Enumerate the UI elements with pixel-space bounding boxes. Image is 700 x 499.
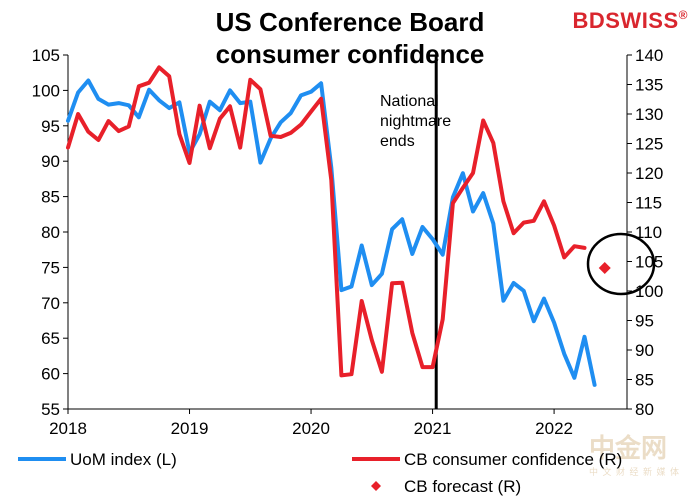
left-tick-label: 75 [41,258,60,277]
x-tick-label: 2022 [535,419,573,438]
left-tick-label: 95 [41,117,60,136]
right-tick-label: 90 [635,341,654,360]
legend-label: CB forecast (R) [404,477,521,496]
left-tick-label: 105 [32,46,60,65]
right-tick-label: 85 [635,371,654,390]
brand-part-2: SWISS [605,8,679,33]
right-tick-label: 110 [635,223,662,242]
brand-part-1: BD [572,8,606,33]
legend-label: CB consumer confidence (R) [404,450,622,469]
legend-label: UoM index (L) [70,450,177,469]
left-tick-label: 70 [41,294,60,313]
x-tick-label: 2020 [292,419,330,438]
right-tick-label: 135 [635,76,663,95]
watermark-sub: 中 文 财 经 新 媒 体 [588,467,680,477]
legend-swatch [371,481,381,491]
right-tick-label: 105 [635,253,663,272]
left-tick-label: 80 [41,223,60,242]
right-tick-label: 125 [635,135,663,154]
title-line-1: US Conference Board [215,7,485,37]
annotation-text: nightmare [380,113,451,130]
left-tick-label: 90 [41,152,60,171]
right-tick-label: 115 [635,194,662,213]
highlight-circle [586,232,656,296]
annotation-text: National [380,93,439,110]
chart-title: US Conference Board consumer confidence [150,6,550,70]
x-tick-label: 2018 [49,419,87,438]
right-tick-label: 95 [635,312,654,331]
x-tick-label: 2021 [414,419,452,438]
cb-forecast-marker [598,261,611,274]
right-tick-label: 100 [635,282,663,301]
left-tick-label: 85 [41,188,60,207]
cb-confidence-line [66,65,587,378]
left-tick-label: 65 [41,329,60,348]
annotation-text: ends [380,133,415,150]
right-tick-label: 120 [635,164,663,183]
brand-logo: BDSWISS® [572,8,688,34]
left-tick-label: 60 [41,365,60,384]
watermark-main: 中金网 [588,433,667,463]
right-tick-label: 130 [635,105,663,124]
title-line-2: consumer confidence [215,39,485,69]
right-tick-label: 80 [635,400,654,419]
left-tick-label: 100 [32,81,60,100]
watermark: 中金网 中 文 财 经 新 媒 体 [589,428,680,478]
left-tick-label: 55 [41,400,60,419]
registered-mark-icon: ® [678,8,688,22]
x-tick-label: 2019 [171,419,209,438]
right-tick-label: 140 [635,46,663,65]
